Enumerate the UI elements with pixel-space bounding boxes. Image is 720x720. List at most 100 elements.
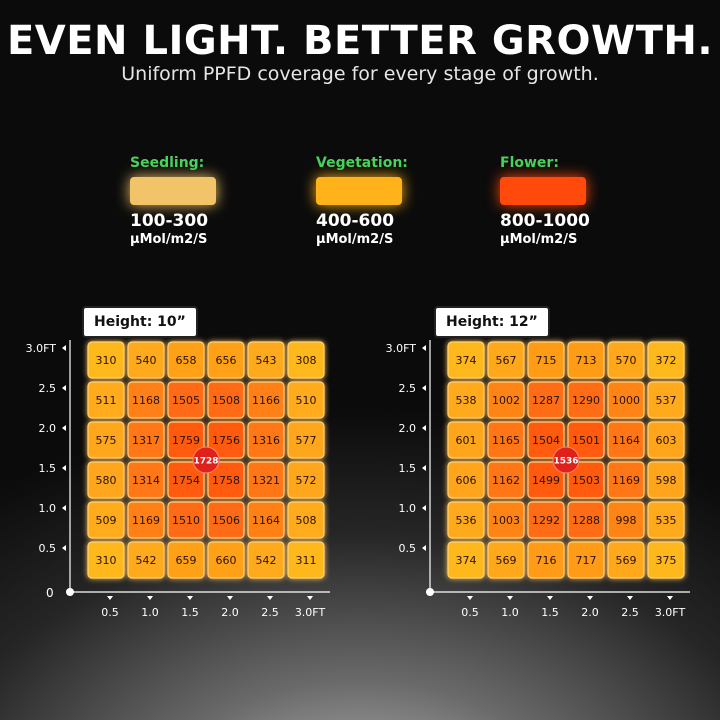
heatmap-cell xyxy=(567,421,605,459)
y-tick-label: 2.5 xyxy=(39,382,57,395)
legend-vegetation-label: Vegetation: xyxy=(316,155,408,171)
heatmap-cell xyxy=(127,381,165,419)
axis-origin-dot xyxy=(66,588,74,596)
heatmap-cell xyxy=(487,501,525,539)
y-tick-label: 2.0 xyxy=(399,422,417,435)
legend-seedling-range: 100-300 xyxy=(130,211,209,231)
heatmap-cell-value: 601 xyxy=(456,434,477,447)
heatmap-cell-value: 1754 xyxy=(172,474,200,487)
heatmap-panel-12in: 374 567 715 713 570 372 538 1002 1287 1290 1000 537… xyxy=(370,300,690,630)
x-tick-label: 1.5 xyxy=(181,606,199,619)
heatmap-cell xyxy=(127,541,165,579)
heatmap-cell xyxy=(87,541,125,579)
x-tick-label: 2.0 xyxy=(221,606,239,619)
heatmap-cell-value: 660 xyxy=(216,554,237,567)
center-ppfd-value: 1728 xyxy=(193,457,218,467)
legend-vegetation-unit: μMol/m2/S xyxy=(316,232,394,247)
heatmap-cell-value: 535 xyxy=(656,514,677,527)
heatmap-cell xyxy=(567,381,605,419)
heatmap-cell xyxy=(207,541,245,579)
heatmap-cell xyxy=(647,541,685,579)
heatmap-cell-value: 537 xyxy=(656,394,677,407)
x-tick-marker xyxy=(627,596,633,600)
x-tick-marker xyxy=(547,596,553,600)
heatmap-chart-12in: 374 567 715 713 570 372 538 1002 1287 1290 1000 537… xyxy=(386,340,690,619)
y-tick-marker xyxy=(62,505,66,511)
heatmap-cell-value: 1287 xyxy=(532,394,560,407)
heatmap-cell-value: 570 xyxy=(616,354,637,367)
heatmap-cell-value: 1503 xyxy=(572,474,600,487)
heatmap-cell-value: 1758 xyxy=(212,474,240,487)
heatmap-cell xyxy=(247,381,285,419)
center-ppfd-marker xyxy=(192,446,220,474)
height-tag-12in: Height: 12” xyxy=(434,306,550,338)
heatmap-cell xyxy=(447,421,485,459)
y-tick-label: 3.0FT xyxy=(386,342,417,355)
heatmap-cell-value: 374 xyxy=(456,354,477,367)
x-tick-label: 0.5 xyxy=(461,606,479,619)
heatmap-cell-value: 543 xyxy=(256,354,277,367)
heatmap-cell-value: 580 xyxy=(96,474,117,487)
heatmap-cell xyxy=(487,341,525,379)
heatmap-cell xyxy=(247,341,285,379)
heatmap-cell xyxy=(447,501,485,539)
heatmap-cell xyxy=(527,461,565,499)
heatmap-cell xyxy=(127,461,165,499)
heatmap-cell-value: 1288 xyxy=(572,514,600,527)
heatmap-cell-value: 1321 xyxy=(252,474,280,487)
heatmap-cell xyxy=(647,341,685,379)
heatmap-cell xyxy=(87,501,125,539)
legend-vegetation: Vegetation: 400-600 μMol/m2/S xyxy=(316,155,466,247)
heatmap-cell-value: 658 xyxy=(176,354,197,367)
heatmap-cell xyxy=(647,501,685,539)
heatmap-cell xyxy=(487,421,525,459)
heatmap-cell-value: 1506 xyxy=(212,514,240,527)
heatmap-cell-value: 1169 xyxy=(132,514,160,527)
heatmap-cell xyxy=(167,501,205,539)
heatmap-cell xyxy=(87,421,125,459)
heatmap-cell xyxy=(567,341,605,379)
heatmap-cell-value: 1317 xyxy=(132,434,160,447)
heatmap-cell-value: 577 xyxy=(296,434,317,447)
heatmap-cell-value: 1166 xyxy=(252,394,280,407)
heatmap-cell xyxy=(167,341,205,379)
heatmap-cell-value: 998 xyxy=(616,514,637,527)
heatmap-cell-value: 542 xyxy=(256,554,277,567)
heatmap-cell-value: 1314 xyxy=(132,474,160,487)
heatmap-cell-value: 1168 xyxy=(132,394,160,407)
heatmap-cell-value: 1759 xyxy=(172,434,200,447)
heatmap-cell-value: 575 xyxy=(96,434,117,447)
heatmap-cell xyxy=(287,421,325,459)
heatmap-cell xyxy=(207,501,245,539)
heatmap-cell xyxy=(567,461,605,499)
heatmap-cell-value: 538 xyxy=(456,394,477,407)
heatmap-cell-value: 508 xyxy=(296,514,317,527)
heatmap-cell xyxy=(287,501,325,539)
heatmap-cell xyxy=(527,381,565,419)
heatmap-cell-value: 715 xyxy=(536,354,557,367)
x-tick-marker xyxy=(107,596,113,600)
heatmap-cell-value: 510 xyxy=(296,394,317,407)
y-tick-marker xyxy=(422,545,426,551)
heatmap-cell-value: 656 xyxy=(216,354,237,367)
heatmap-cell-value: 572 xyxy=(296,474,317,487)
x-tick-marker xyxy=(227,596,233,600)
heatmap-cell xyxy=(527,501,565,539)
heatmap-cell xyxy=(247,461,285,499)
axis-origin-label: 0 xyxy=(46,586,54,600)
heatmap-cell-value: 569 xyxy=(616,554,637,567)
y-tick-label: 0.5 xyxy=(39,542,57,555)
x-tick-label: 3.0FT xyxy=(295,606,326,619)
legend-flower-unit: μMol/m2/S xyxy=(500,232,578,247)
heatmap-cell-value: 310 xyxy=(96,354,117,367)
legend-seedling: Seedling: 100-300 μMol/m2/S xyxy=(130,155,280,247)
heatmap-cell-value: 569 xyxy=(496,554,517,567)
center-ppfd-value: 1536 xyxy=(553,457,578,467)
heatmap-cell xyxy=(87,381,125,419)
x-tick-label: 1.0 xyxy=(141,606,159,619)
heatmap-cell-value: 717 xyxy=(576,554,597,567)
x-tick-label: 1.5 xyxy=(541,606,559,619)
heatmap-cell xyxy=(607,341,645,379)
heatmap-cell-value: 598 xyxy=(656,474,677,487)
heatmap-cell-value: 716 xyxy=(536,554,557,567)
